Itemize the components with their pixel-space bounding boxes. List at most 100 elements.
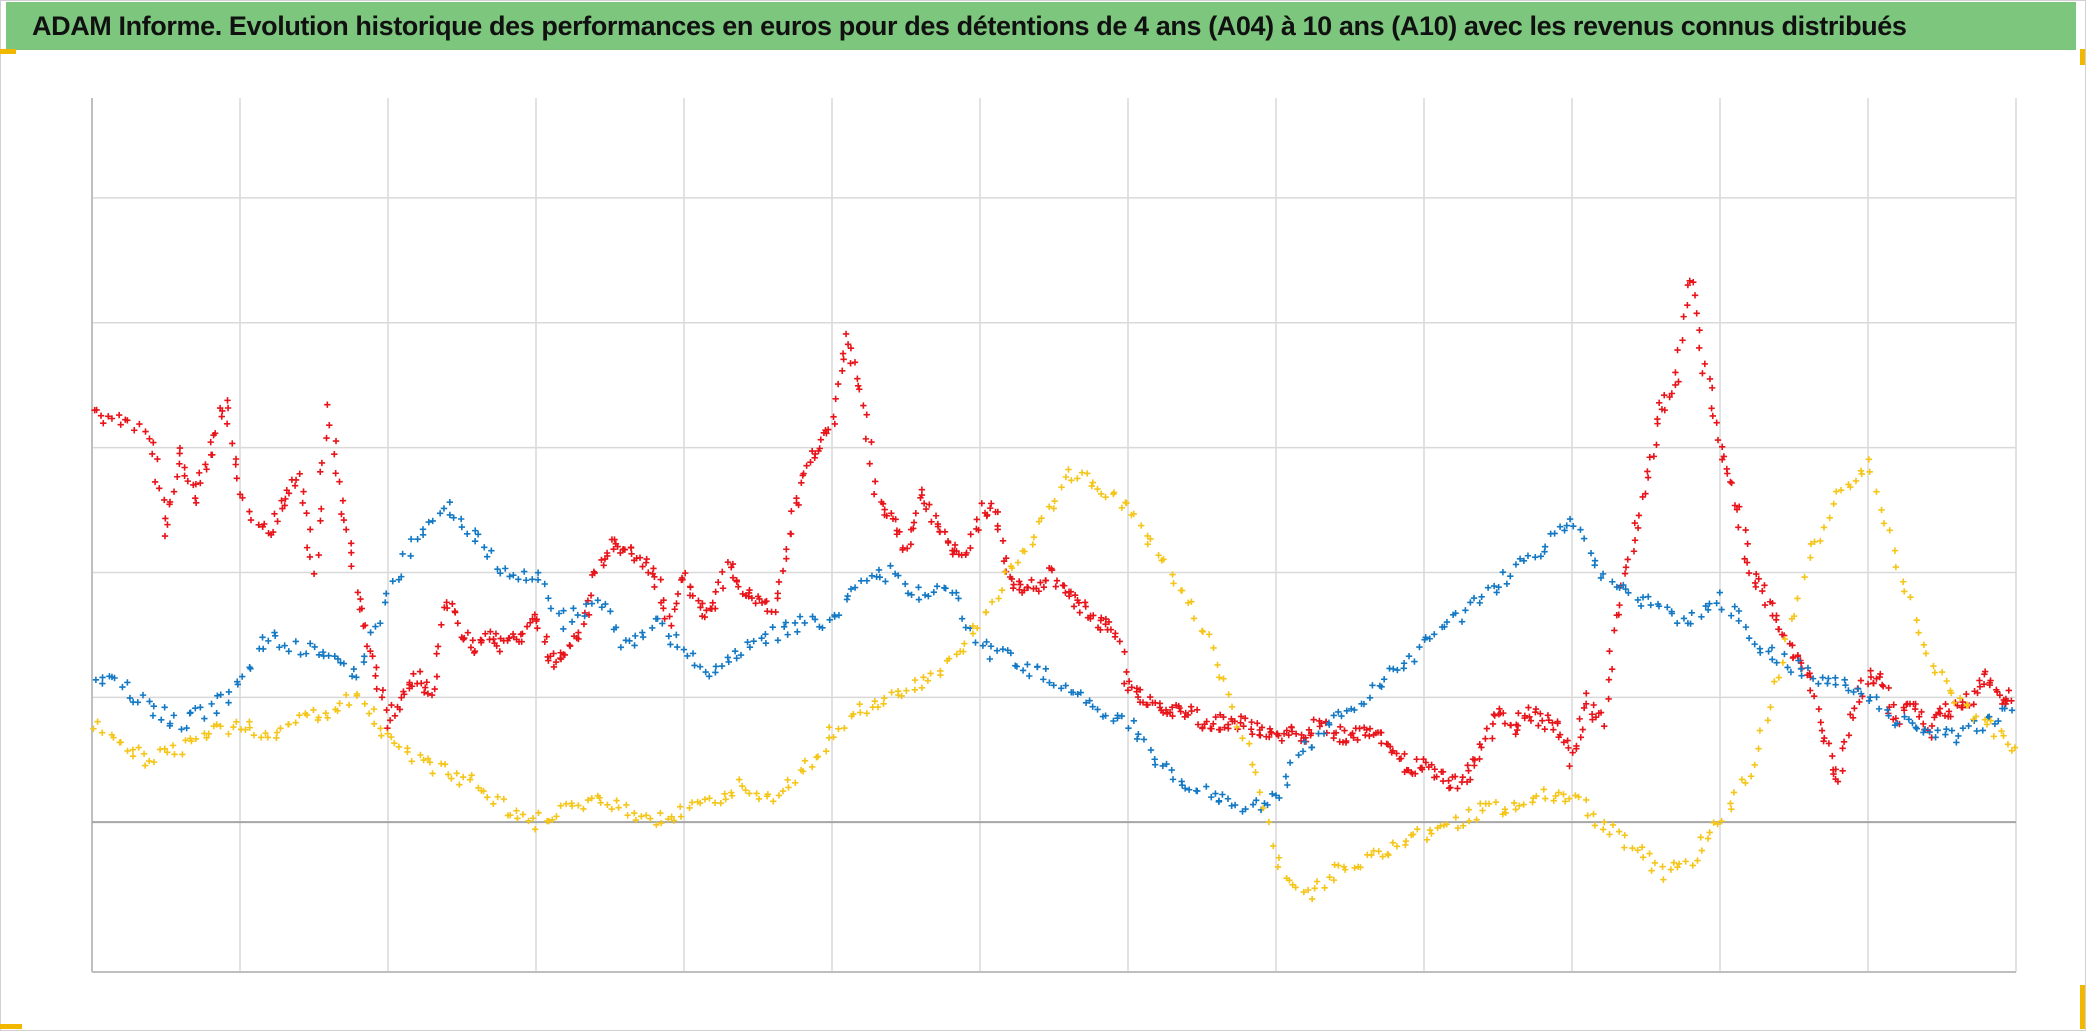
red-point — [1789, 654, 1797, 662]
yellow-point — [1402, 837, 1410, 845]
yellow-point — [1035, 518, 1043, 525]
red-point — [830, 413, 837, 421]
yellow-point — [1542, 795, 1549, 802]
yellow-point — [480, 787, 487, 795]
yellow-point — [1110, 490, 1117, 498]
yellow-point — [1014, 559, 1022, 566]
red-point — [1912, 700, 1919, 708]
red-point — [151, 478, 159, 486]
red-point — [944, 537, 952, 545]
red-point — [1194, 721, 1202, 728]
yellow-point — [924, 677, 932, 684]
red-point — [1789, 642, 1796, 649]
red-point — [1467, 776, 1474, 783]
red-point — [224, 404, 232, 412]
blue-point — [602, 600, 609, 608]
red-point — [832, 395, 839, 403]
red-point — [1033, 585, 1040, 592]
red-point — [236, 491, 244, 498]
blue-point — [673, 631, 680, 639]
blue-point — [1118, 712, 1126, 720]
red-point — [282, 495, 289, 503]
blue-point — [791, 619, 799, 627]
blue-point — [1768, 644, 1776, 651]
red-point — [1839, 745, 1846, 752]
red-point — [752, 600, 759, 607]
red-point — [1675, 378, 1682, 385]
yellow-point — [1144, 541, 1151, 548]
red-point — [261, 520, 268, 528]
yellow-point — [701, 796, 709, 803]
blue-point — [510, 571, 517, 579]
blue-point — [1168, 766, 1175, 774]
yellow-point — [1667, 866, 1675, 873]
red-point — [1723, 465, 1730, 473]
blue-point — [1921, 726, 1929, 733]
red-point — [1755, 575, 1762, 583]
red-point — [1708, 384, 1716, 392]
red-point — [1237, 713, 1245, 720]
yellow-point — [1892, 563, 1900, 571]
blue-point — [816, 623, 823, 630]
red-point — [614, 543, 621, 550]
yellow-point — [830, 734, 837, 741]
yellow-point — [647, 815, 654, 822]
blue-point — [1400, 660, 1408, 667]
yellow-point — [677, 813, 685, 820]
yellow-point — [445, 771, 452, 778]
blue-point — [1169, 776, 1177, 783]
corner-marker-bottom-left — [0, 1024, 22, 1029]
yellow-point — [1552, 792, 1559, 800]
red-point — [391, 712, 399, 720]
yellow-point — [1738, 776, 1746, 783]
red-point — [421, 689, 428, 696]
blue-point — [1798, 672, 1805, 679]
yellow-point — [1560, 791, 1567, 798]
yellow-point — [529, 815, 537, 822]
yellow-point — [466, 776, 474, 783]
yellow-point — [205, 730, 213, 737]
blue-point — [1587, 549, 1595, 557]
blue-point — [979, 642, 987, 649]
red-point — [1759, 587, 1766, 595]
yellow-point — [753, 790, 760, 797]
red-point — [192, 499, 200, 507]
blue-point — [774, 637, 782, 644]
blue-point — [1625, 589, 1632, 597]
yellow-point — [453, 770, 460, 777]
blue-point — [1551, 530, 1558, 537]
red-point — [1873, 675, 1880, 682]
red-point — [1674, 346, 1681, 354]
yellow-point — [213, 721, 220, 728]
red-point — [1062, 589, 1069, 596]
red-point — [1566, 762, 1573, 770]
yellow-point — [643, 812, 650, 819]
blue-point — [1369, 682, 1376, 689]
red-point — [1867, 667, 1874, 674]
yellow-point — [1460, 822, 1467, 829]
red-point — [1733, 506, 1741, 513]
red-point — [1288, 728, 1296, 735]
red-point — [922, 505, 930, 513]
grid-layer — [91, 98, 2017, 973]
red-point — [408, 683, 416, 690]
red-point — [1378, 740, 1385, 747]
blue-point — [436, 510, 444, 517]
red-point — [697, 604, 704, 611]
blue-point — [1231, 801, 1239, 809]
red-point — [1642, 490, 1649, 497]
yellow-point — [1963, 702, 1971, 709]
corner-marker-top-right — [2080, 49, 2085, 65]
blue-point — [882, 578, 889, 585]
blue-point — [868, 572, 876, 580]
yellow-point — [918, 684, 926, 692]
blue-point — [1973, 727, 1980, 735]
blue-point — [545, 595, 552, 602]
red-point — [745, 589, 753, 597]
yellow-point — [1385, 851, 1392, 859]
blue-point — [285, 648, 292, 655]
yellow-point — [1265, 818, 1273, 826]
blue-point — [1007, 649, 1015, 657]
red-point — [1696, 326, 1703, 334]
blue-point — [1926, 728, 1933, 736]
